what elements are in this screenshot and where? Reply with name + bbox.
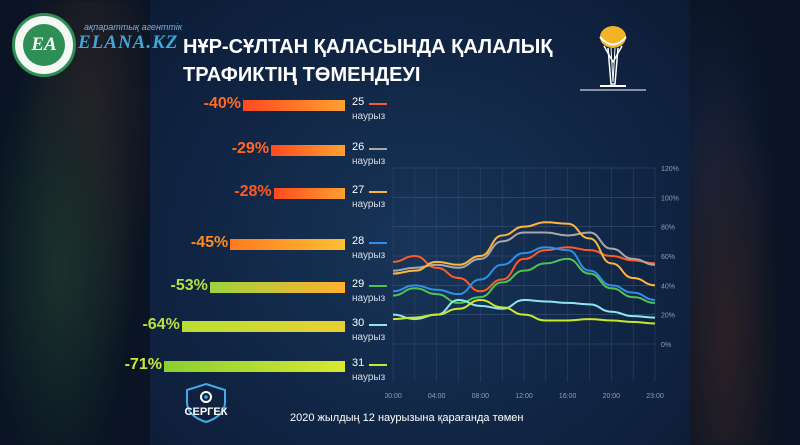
legend-swatch-28 [369,242,387,244]
x-tick-label: 23:00 [646,393,664,400]
legend-month-29: наурыз [352,293,386,304]
x-tick-label: 12:00 [515,393,533,400]
series-line-31 [392,298,656,325]
bar-label-25: -40% [203,95,241,112]
legend-day-26: 26 [352,141,365,153]
bar-25 [243,100,345,111]
legend-day-28: 28 [352,235,365,247]
title-line-1: НҰР-СҰЛТАН ҚАЛАСЫНДА ҚАЛАЛЫҚ [183,36,553,58]
sergek-brand-label: СЕРГЕК [184,406,228,418]
legend-day-25: 25 [352,96,365,108]
agency-logo[interactable]: EA [12,13,76,77]
sergek-shield-icon [186,382,226,424]
y-tick-label: 40% [661,283,675,290]
agency-label: ақпараттық агенттік [84,22,183,32]
bar-27 [273,188,345,199]
x-tick-label: 00:00 [385,393,402,400]
series-line-26 [392,231,656,272]
series-line-27 [392,221,656,287]
hourly-traffic-chart: 0% 20% 40% 60% 80% 100% 120% 00:00 04:00 08:00 12:… [385,166,679,400]
legend-swatch-31 [369,364,387,366]
y-tick-label: 60% [661,254,675,261]
legend-month-25: наурыз [352,111,386,122]
x-tick-label: 04:00 [428,393,446,400]
legend-month-26: наурыз [352,156,386,167]
page-title: НҰР-СҰЛТАН ҚАЛАСЫНДА ҚАЛАЛЫҚ ТРАФИКТІҢ Т… [183,33,583,89]
bar-label-31: -71% [124,356,162,373]
y-tick-label: 120% [661,166,679,173]
bar-28 [230,239,345,250]
bar-label-28: -45% [190,234,229,251]
bar-30 [181,321,345,332]
legend-month-28: наурыз [352,250,386,261]
x-tick-label: 20:00 [603,393,621,400]
series-line-29 [392,257,656,304]
legend-swatch-27 [369,191,387,193]
bar-26 [271,145,345,156]
bar-label-26: -29% [231,140,270,157]
series-line-25 [392,246,656,293]
footnote-caption: 2020 жылдың 12 наурызына қарағанда төмен [290,412,524,424]
bar-31 [163,361,345,372]
legend-month-27: наурыз [352,199,386,210]
left-blur-background [0,0,150,445]
agency-name[interactable]: ELANA.KZ [78,32,179,53]
legend-swatch-25 [369,103,387,105]
series-line-28 [392,246,656,301]
bar-29 [209,282,345,293]
y-tick-label: 0% [661,342,671,349]
logo-mark: EA [23,24,65,66]
bar-label-30: -64% [142,316,180,333]
x-tick-label: 08:00 [472,393,490,400]
x-tick-label: 16:00 [559,393,577,400]
legend-day-30: 30 [352,317,365,329]
legend-day-31: 31 [352,357,365,369]
legend-swatch-26 [369,148,387,150]
legend-swatch-30 [369,324,387,326]
baiterek-tower-icon [580,26,646,91]
y-tick-label: 20% [661,313,675,320]
legend-day-27: 27 [352,184,365,196]
legend-day-29: 29 [352,278,365,290]
legend-month-31: наурыз [352,372,386,383]
title-line-2: ТРАФИКТІҢ ТӨМЕНДЕУІ [183,64,421,86]
bar-label-27: -28% [234,183,272,200]
bar-label-29: -53% [170,277,208,294]
legend-month-30: наурыз [352,332,386,343]
y-tick-label: 80% [661,225,675,232]
y-tick-label: 100% [661,195,679,202]
legend-swatch-29 [369,285,387,287]
